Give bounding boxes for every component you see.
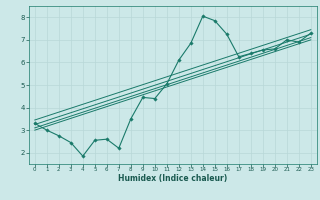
X-axis label: Humidex (Indice chaleur): Humidex (Indice chaleur) xyxy=(118,174,228,183)
